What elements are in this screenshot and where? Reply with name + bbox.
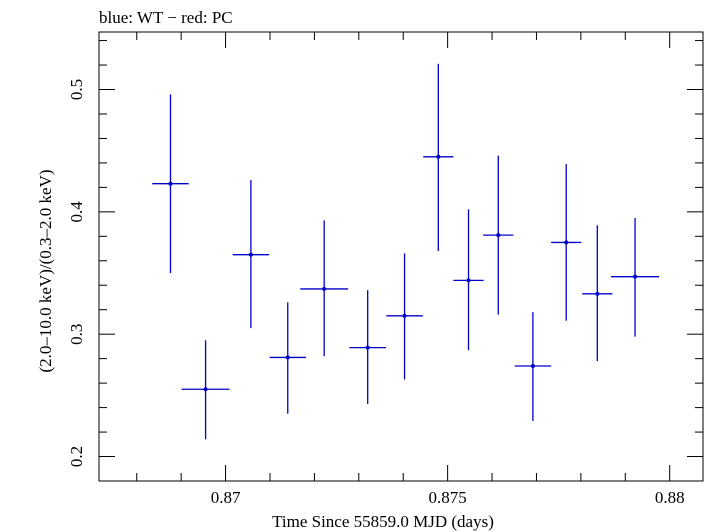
y-tick-label: 0.5: [67, 79, 86, 100]
y-tick-label: 0.3: [67, 324, 86, 345]
x-tick-label: 0.88: [655, 488, 685, 507]
data-marker: [564, 240, 569, 245]
data-point: [386, 253, 423, 380]
data-point: [232, 180, 270, 329]
data-marker: [322, 286, 327, 291]
data-marker: [248, 252, 253, 257]
data-marker: [285, 355, 290, 360]
data-marker: [633, 274, 638, 279]
data-marker: [203, 387, 208, 392]
data-marker: [496, 233, 501, 238]
data-marker: [168, 181, 173, 186]
data-point: [349, 290, 386, 404]
chart-title: blue: WT − red: PC: [99, 8, 233, 27]
data-point: [181, 340, 230, 440]
data-marker: [436, 154, 441, 159]
data-point: [300, 220, 349, 357]
data-marker: [595, 291, 600, 296]
data-point: [453, 209, 484, 351]
y-tick-label: 0.4: [67, 201, 86, 223]
data-point: [483, 155, 514, 315]
data-point: [582, 225, 613, 362]
data-point: [152, 94, 189, 274]
data-marker: [466, 278, 471, 283]
data-point: [269, 302, 306, 414]
data-series: [152, 63, 660, 440]
x-tick-label: 0.87: [211, 488, 241, 507]
data-marker: [402, 313, 407, 318]
data-marker: [530, 363, 535, 368]
data-point: [423, 63, 454, 251]
data-point: [551, 164, 582, 321]
x-axis-label: Time Since 55859.0 MJD (days): [272, 512, 494, 531]
y-axis-label: (2.0–10.0 keV)/(0.3–2.0 keV): [36, 169, 55, 372]
y-axis: 0.2 0.3 0.4 0.5: [67, 40, 703, 482]
x-tick-label: 0.875: [429, 488, 467, 507]
plot-frame: [98, 31, 704, 482]
y-tick-label: 0.2: [67, 446, 86, 467]
data-point: [514, 312, 552, 422]
data-marker: [365, 345, 370, 350]
x-axis: 0.87 0.875 0.88: [136, 32, 685, 507]
data-point: [611, 217, 660, 337]
